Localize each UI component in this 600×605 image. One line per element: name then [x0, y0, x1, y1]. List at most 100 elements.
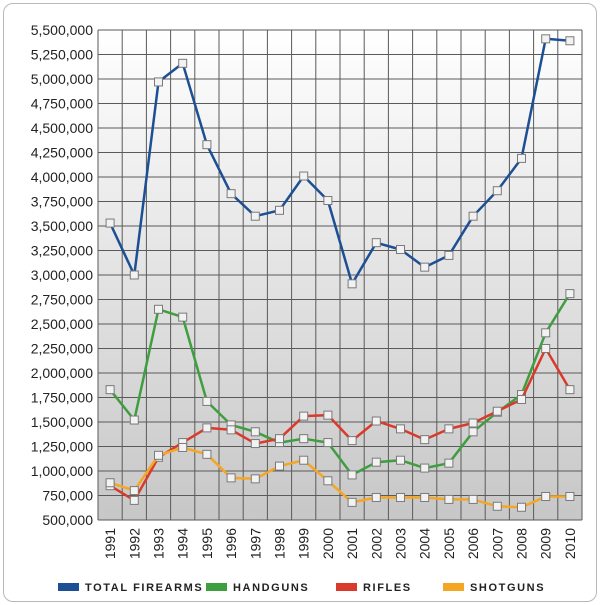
data-point-handguns: [371, 457, 381, 467]
data-point-handguns: [202, 396, 212, 406]
data-point-total-firearms: [105, 218, 115, 228]
legend-swatch-rifles: [336, 583, 357, 591]
legend-label-total-firearms: TOTAL FIREARMS: [85, 582, 203, 594]
y-tick-label: 3,750,000: [31, 194, 93, 210]
x-tick-label: 2002: [368, 528, 384, 559]
data-point-rifles: [371, 416, 381, 426]
data-point-rifles: [517, 394, 526, 404]
y-tick-label: 5,250,000: [31, 47, 93, 63]
data-point-handguns: [420, 463, 430, 473]
y-tick-label: 5,000,000: [31, 71, 93, 87]
legend-label-handguns: HANDGUNS: [233, 582, 309, 594]
y-tick-label: 4,500,000: [31, 120, 93, 136]
data-point-total-firearms: [129, 270, 139, 280]
y-tick-label: 2,250,000: [31, 341, 93, 357]
data-point-shotguns: [468, 494, 478, 504]
data-point-total-firearms: [541, 34, 551, 44]
data-point-shotguns: [154, 450, 163, 460]
data-point-shotguns: [565, 491, 575, 501]
data-point-handguns: [129, 415, 139, 425]
data-point-shotguns: [492, 501, 502, 511]
y-tick-label: 4,750,000: [31, 96, 93, 112]
data-point-rifles: [420, 435, 430, 445]
x-tick-label: 1996: [223, 528, 239, 559]
data-point-rifles: [202, 423, 212, 433]
data-point-total-firearms: [468, 211, 478, 221]
data-point-rifles: [323, 410, 333, 420]
grid-lines: [97, 29, 583, 521]
x-tick-label: 1998: [272, 528, 288, 559]
legend-swatch-total-firearms: [58, 583, 79, 591]
data-point-total-firearms: [347, 279, 357, 289]
x-tick-label: 2004: [417, 528, 433, 559]
x-tick-label: 2003: [393, 528, 409, 559]
data-point-total-firearms: [226, 189, 236, 199]
data-point-rifles: [492, 406, 502, 416]
data-point-total-firearms: [420, 262, 430, 272]
x-tick-label: 2010: [562, 528, 578, 559]
data-point-handguns: [154, 304, 163, 314]
data-point-rifles: [129, 495, 139, 505]
y-tick-label: 750,000: [42, 488, 93, 504]
data-point-rifles: [541, 344, 551, 353]
legend-label-shotguns: SHOTGUNS: [470, 582, 545, 594]
y-tick-label: 4,250,000: [31, 145, 93, 161]
data-point-total-firearms: [154, 77, 163, 87]
y-tick-label: 4,000,000: [31, 169, 93, 185]
legend-swatch-shotguns: [443, 583, 464, 591]
data-point-shotguns: [250, 474, 260, 484]
data-point-shotguns: [444, 494, 454, 504]
data-point-shotguns: [541, 491, 551, 501]
x-tick-label: 2001: [344, 528, 360, 559]
y-tick-label: 1,500,000: [31, 414, 93, 430]
data-point-total-firearms: [396, 245, 405, 255]
y-tick-label: 2,500,000: [31, 316, 93, 332]
y-axis-ticks: 500,000 750,000 1,000,000 1,250,000 1,500,00…: [31, 22, 94, 528]
x-tick-label: 1995: [199, 528, 215, 559]
x-tick-label: 2006: [465, 528, 481, 559]
data-point-total-firearms: [250, 211, 260, 221]
y-tick-label: 2,000,000: [31, 365, 93, 381]
data-point-shotguns: [347, 497, 357, 507]
x-tick-label: 1999: [296, 528, 312, 559]
series-total-firearms: [105, 34, 575, 289]
y-tick-label: 3,500,000: [31, 218, 93, 234]
data-point-total-firearms: [371, 238, 381, 248]
y-tick-label: 1,750,000: [31, 390, 93, 406]
data-point-total-firearms: [565, 36, 575, 46]
data-point-total-firearms: [492, 186, 502, 196]
data-point-rifles: [468, 418, 478, 428]
legend-label-rifles: RIFLES: [363, 582, 412, 594]
data-point-shotguns: [226, 473, 236, 483]
x-tick-label: 2009: [538, 528, 554, 559]
x-axis-ticks: 1991 1992 1993 1994 1995 1996 1997 1998 1999 2000…: [102, 528, 578, 559]
data-point-rifles: [275, 434, 284, 444]
y-tick-label: 2,750,000: [31, 292, 93, 308]
data-point-total-firearms: [202, 140, 212, 150]
data-point-rifles: [250, 439, 260, 449]
data-point-rifles: [226, 425, 236, 435]
data-point-handguns: [396, 455, 405, 465]
data-point-handguns: [565, 289, 575, 299]
y-tick-label: 3,000,000: [31, 267, 93, 283]
data-point-total-firearms: [323, 196, 333, 206]
data-point-shotguns: [323, 476, 333, 486]
x-tick-label: 1992: [126, 528, 142, 559]
x-tick-label: 2005: [441, 528, 457, 559]
data-point-handguns: [178, 312, 188, 322]
data-point-shotguns: [178, 442, 188, 452]
data-point-shotguns: [275, 461, 284, 471]
legend: TOTAL FIREARMS HANDGUNS RIFLES SHOTGUNS: [58, 582, 545, 594]
x-tick-label: 1994: [175, 528, 191, 559]
y-tick-label: 1,000,000: [31, 463, 93, 479]
data-point-rifles: [347, 436, 357, 446]
data-point-shotguns: [371, 492, 381, 502]
data-point-handguns: [468, 427, 478, 437]
data-point-handguns: [541, 328, 551, 338]
legend-swatch-handguns: [206, 583, 227, 591]
x-tick-label: 1993: [151, 528, 167, 559]
data-point-handguns: [444, 458, 454, 468]
data-point-handguns: [323, 438, 333, 448]
data-point-rifles: [299, 411, 309, 421]
